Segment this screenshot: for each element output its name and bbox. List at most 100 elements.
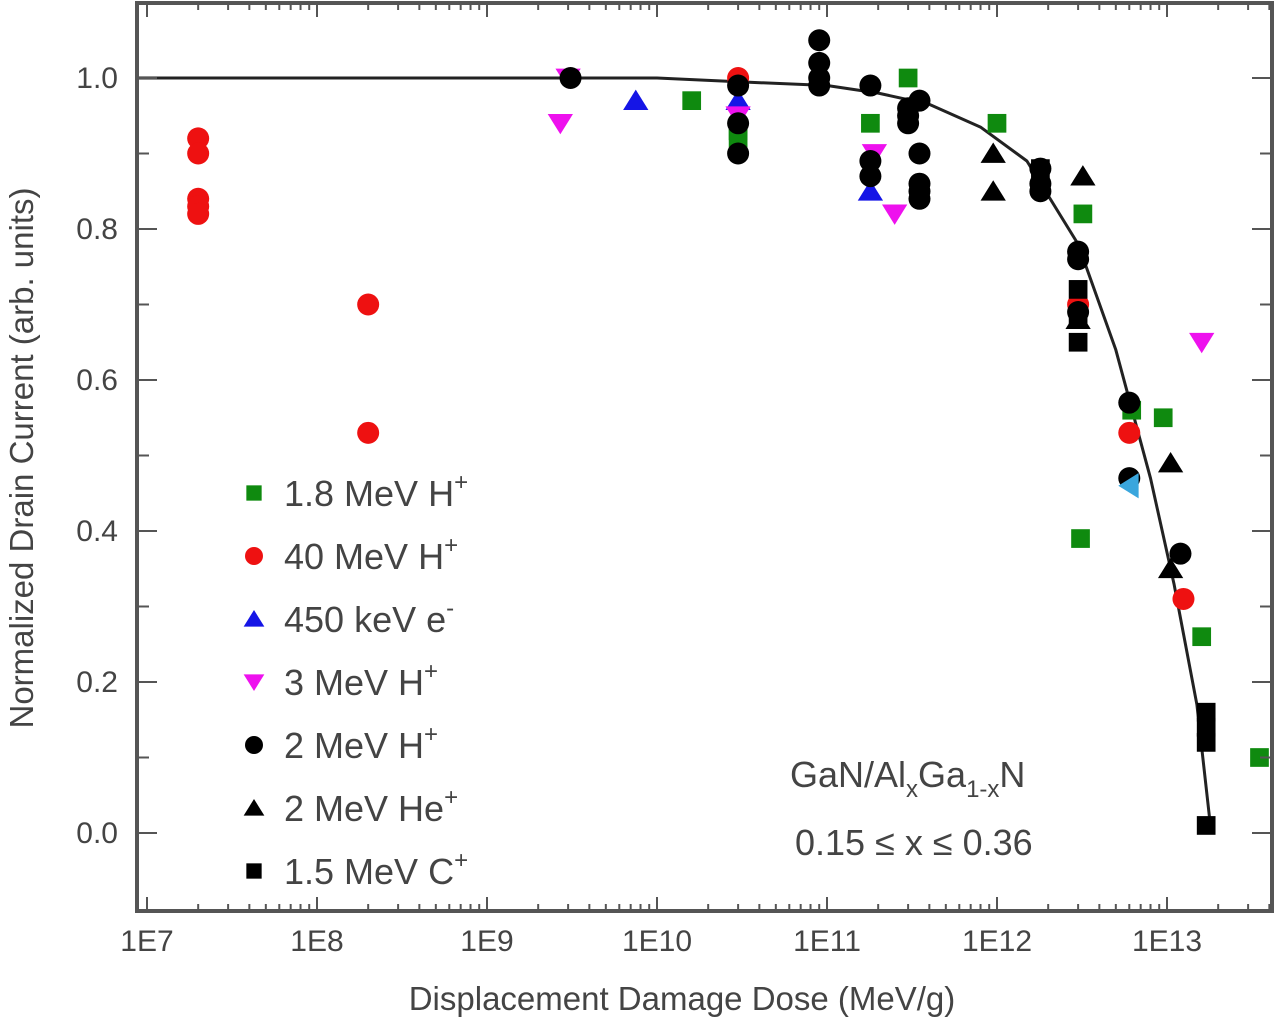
y-axis-ticks: 0.0 0.2 0.4 0.6 0.8 1.0 [76, 62, 1272, 850]
annotation-material: GaN/AlxGa1-xN [790, 754, 1025, 803]
data-point [1250, 748, 1269, 767]
legend-label: 1.5 MeV C+ [284, 847, 468, 892]
data-point [1070, 165, 1096, 186]
data-point [980, 142, 1006, 163]
data-point [1071, 529, 1090, 548]
legend-item: 40 MeV H+ [245, 532, 458, 577]
legend-marker-icon [243, 610, 265, 627]
x-tick-label: 1E8 [290, 925, 343, 958]
data-point [357, 293, 380, 316]
data-point [857, 180, 884, 201]
legend-marker-icon [246, 863, 262, 879]
data-point [1029, 180, 1052, 203]
legend-item: 450 keV e- [243, 595, 454, 640]
data-point [1157, 557, 1184, 579]
data-point [1192, 627, 1212, 647]
y-axis-title: Normalized Drain Current (arb. units) [3, 187, 40, 728]
data-point [908, 187, 931, 210]
data-points [187, 29, 1269, 835]
data-point [1118, 391, 1141, 414]
x-tick-label: 1E7 [120, 925, 173, 958]
legend-label: 40 MeV H+ [284, 532, 458, 577]
data-point [808, 74, 831, 97]
data-point [727, 74, 750, 97]
series-3-mev-h- [547, 68, 1215, 354]
x-axis-ticks: 1E7 1E8 1E9 1E10 1E11 1E12 1E13 [120, 3, 1271, 958]
annotation-x-range: 0.15 ≤ x ≤ 0.36 [795, 822, 1033, 863]
data-point [1172, 587, 1195, 610]
data-point [1196, 702, 1216, 722]
x-tick-label: 1E13 [1132, 925, 1202, 958]
data-point [1068, 280, 1088, 299]
data-point [1031, 159, 1050, 178]
y-tick-label: 0.0 [76, 817, 118, 850]
data-point [908, 89, 931, 112]
data-point [725, 89, 751, 110]
data-point [808, 29, 831, 52]
data-point [559, 67, 582, 89]
legend-label: 2 MeV H+ [284, 721, 438, 766]
fit-curve [136, 76, 1212, 826]
legend-marker-icon [243, 674, 265, 691]
series-450-kev-e- [623, 89, 884, 201]
legend-label: 2 MeV He+ [284, 784, 458, 829]
data-point [859, 165, 882, 188]
data-point [682, 91, 702, 110]
legend-item: 2 MeV H+ [245, 721, 438, 766]
material-annotation: GaN/AlxGa1-xN 0.15 ≤ x ≤ 0.36 [790, 754, 1033, 863]
data-point [357, 421, 380, 444]
y-tick-label: 0.8 [76, 213, 118, 246]
data-point [187, 202, 210, 225]
data-point [1068, 310, 1088, 329]
plot-frame [135, 1, 1274, 913]
legend-label: 450 keV e- [284, 595, 454, 640]
legend-item: 1.5 MeV C+ [246, 847, 468, 892]
data-point [727, 112, 750, 135]
data-point [1067, 248, 1090, 271]
data-point [1073, 204, 1093, 224]
data-point [898, 68, 918, 88]
data-point [1068, 332, 1088, 352]
data-point [727, 142, 750, 165]
x-axis-title: Displacement Damage Dose (MeV/g) [409, 980, 956, 1017]
data-point [1153, 408, 1173, 428]
x-tick-label: 1E10 [622, 925, 692, 958]
data-point [1118, 421, 1141, 444]
legend-marker-icon [245, 547, 263, 565]
legend-marker-icon [245, 736, 263, 754]
legend-item: 3 MeV H+ [243, 658, 438, 703]
data-point [728, 129, 748, 148]
data-point [1157, 452, 1184, 473]
series-1-5-mev-c- [1031, 159, 1216, 835]
data-point [881, 204, 908, 225]
y-tick-label: 1.0 [76, 62, 118, 95]
data-point [187, 142, 210, 165]
y-tick-label: 0.2 [76, 666, 118, 699]
data-point [1169, 542, 1192, 565]
data-point [1196, 717, 1216, 737]
legend-marker-icon [243, 799, 265, 816]
data-point [623, 89, 649, 110]
legend-item: 2 MeV He+ [243, 784, 458, 829]
data-point [987, 113, 1007, 133]
data-point [897, 112, 920, 135]
legend-item: 1.8 MeV H+ [246, 469, 468, 514]
data-point [547, 113, 573, 135]
series-40-mev-h- [187, 67, 1195, 610]
data-point [859, 74, 882, 97]
data-point [1196, 816, 1216, 835]
data-point [1189, 332, 1215, 354]
y-tick-label: 0.4 [76, 515, 118, 548]
x-tick-label: 1E12 [962, 925, 1032, 958]
data-point [1118, 473, 1139, 499]
series-unlabeled-light-blue- [1118, 473, 1139, 499]
data-point [1196, 733, 1216, 752]
x-tick-label: 1E11 [793, 925, 861, 958]
legend: 1.8 MeV H+ 40 MeV H+ 450 keV e- 3 MeV H+ 2 M… [243, 469, 468, 892]
data-point [859, 150, 882, 173]
legend-label: 3 MeV H+ [284, 658, 438, 703]
data-point [187, 127, 210, 150]
series-2-mev-h- [559, 29, 1192, 565]
legend-marker-icon [246, 485, 262, 501]
